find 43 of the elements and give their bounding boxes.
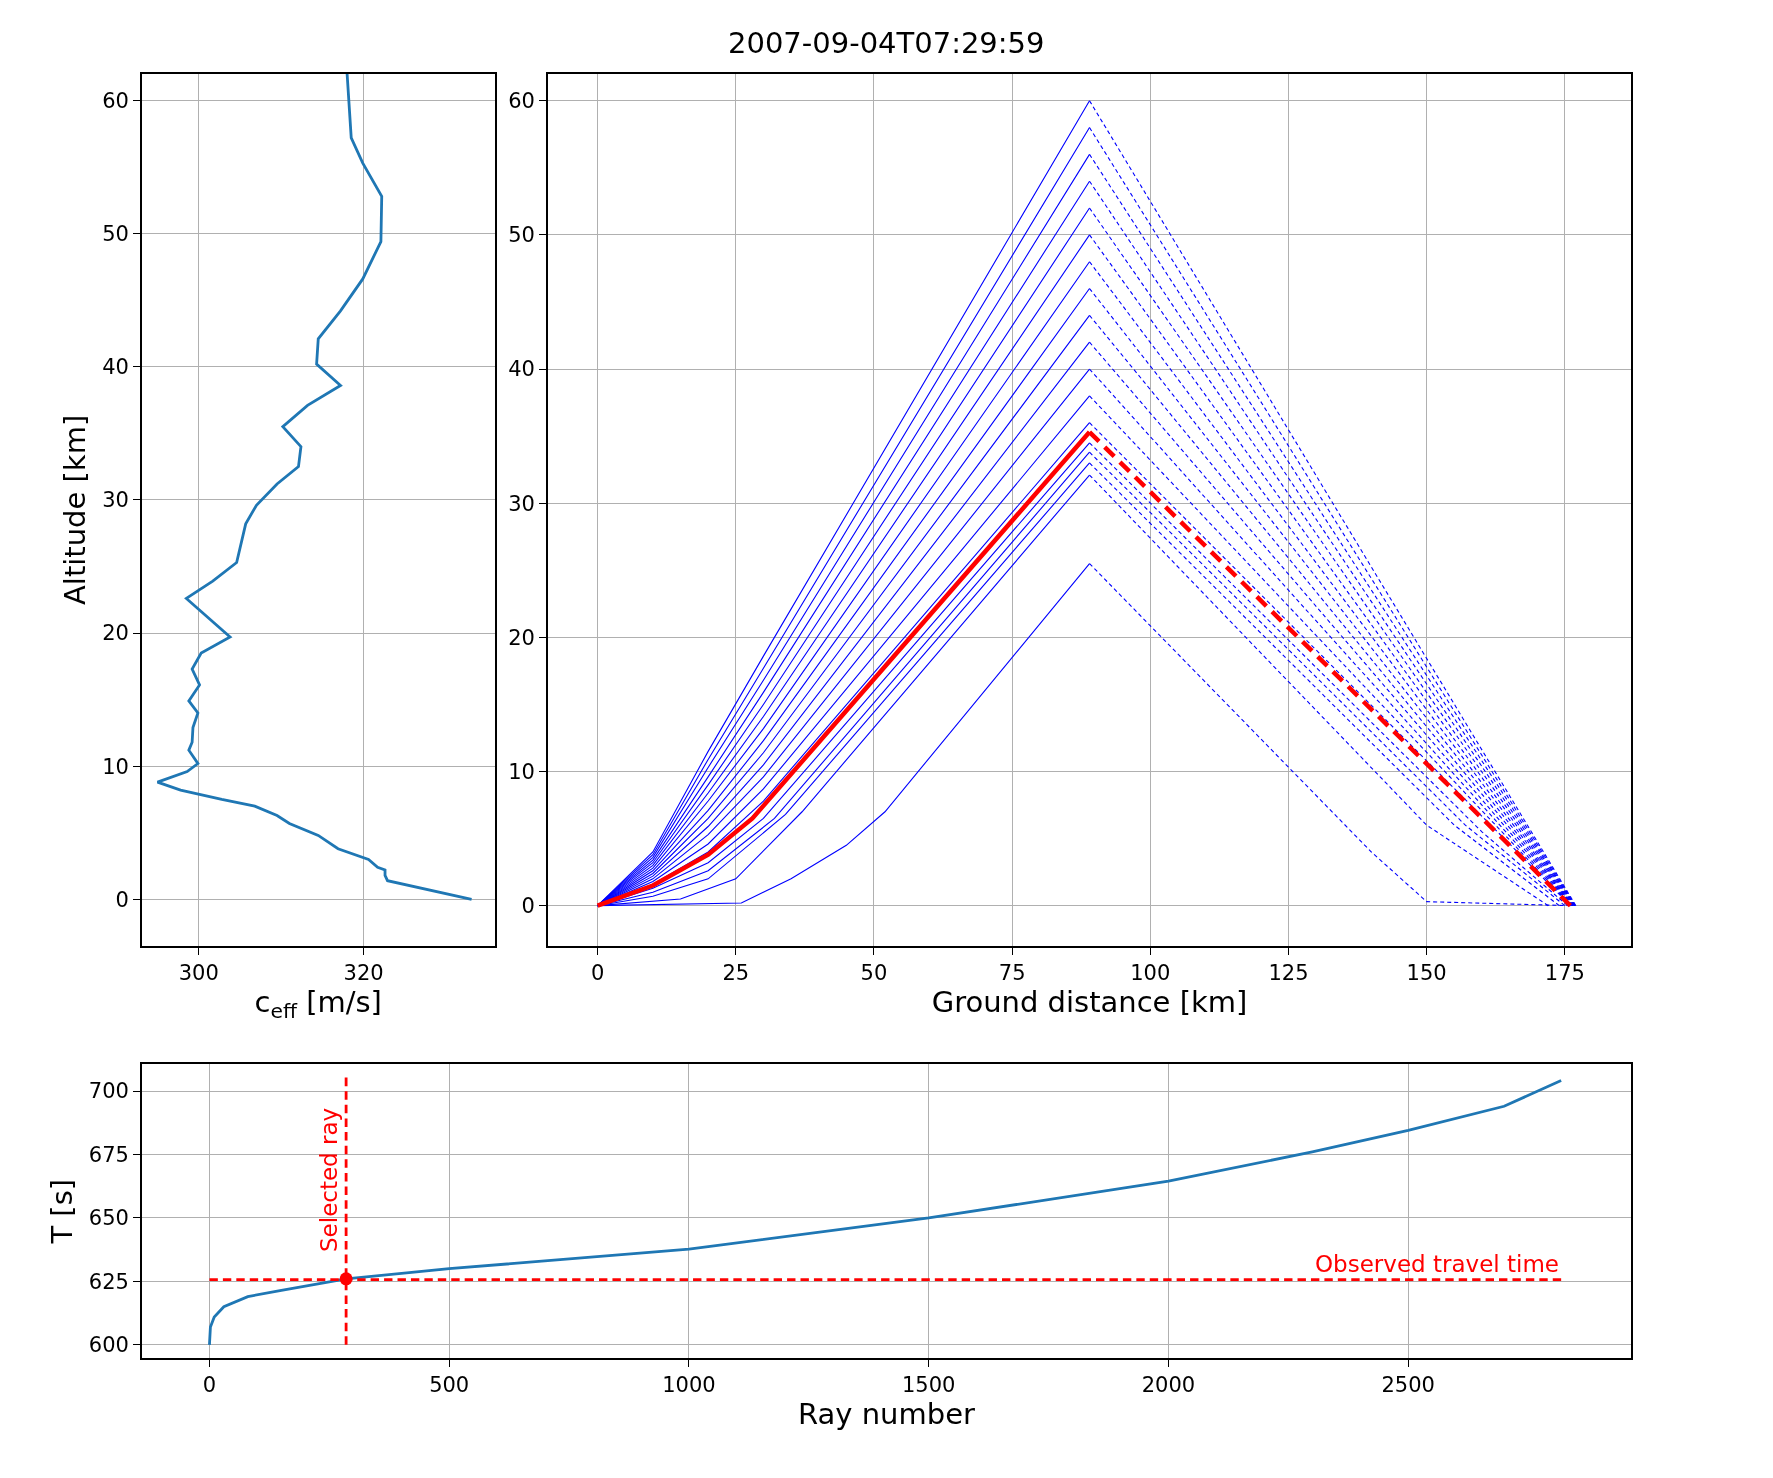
- x-tick-label: 320: [343, 960, 384, 985]
- y-tick-label: 10: [508, 759, 535, 784]
- y-tick-label: 50: [508, 223, 535, 248]
- y-tick-label: 10: [102, 754, 129, 779]
- y-tick-label: 625: [88, 1269, 129, 1294]
- y-tick-label: 40: [102, 355, 129, 380]
- y-tick-label: 60: [508, 89, 535, 114]
- y-tick-label: 20: [102, 621, 129, 646]
- annotation: Observed travel time: [1315, 1251, 1559, 1277]
- chart-title: 2007-09-04T07:29:59: [728, 26, 1045, 60]
- y-axis-title: T [s]: [44, 1178, 79, 1245]
- x-tick-label: 1000: [662, 1373, 716, 1398]
- y-tick-label: 650: [88, 1206, 129, 1231]
- y-tick-label: 700: [88, 1079, 129, 1104]
- x-tick-label: 175: [1544, 960, 1585, 985]
- x-tick-label: 150: [1406, 960, 1447, 985]
- y-tick-label: 600: [88, 1333, 129, 1358]
- y-tick-label: 20: [508, 625, 535, 650]
- x-axis-title: c$_{eff}$ [m/s]: [254, 984, 382, 1023]
- x-tick-label: 1500: [901, 1373, 956, 1398]
- y-tick-label: 30: [508, 491, 535, 516]
- x-tick-label: 0: [590, 960, 605, 985]
- x-tick-label: 0: [202, 1373, 217, 1398]
- y-tick-label: 0: [521, 894, 535, 919]
- x-tick-label: 100: [1130, 960, 1171, 985]
- x-tick-label: 75: [998, 960, 1026, 985]
- y-tick-label: 60: [102, 88, 129, 113]
- annotation: Selected ray: [316, 1107, 343, 1252]
- x-tick-label: 25: [722, 960, 750, 985]
- y-tick-label: 40: [508, 357, 535, 382]
- x-tick-label: 300: [178, 960, 219, 985]
- x-tick-label: 500: [429, 1373, 470, 1398]
- x-tick-label: 2500: [1381, 1373, 1435, 1398]
- y-tick-label: 30: [102, 488, 129, 513]
- y-tick-label: 675: [88, 1142, 129, 1167]
- x-tick-label: 2000: [1141, 1373, 1196, 1398]
- x-tick-label: 125: [1268, 960, 1309, 985]
- x-tick-label: 50: [860, 960, 888, 985]
- y-tick-label: 0: [115, 887, 129, 912]
- x-axis-title: Ground distance [km]: [931, 984, 1248, 1019]
- x-axis-title: Ray number: [798, 1397, 975, 1432]
- y-tick-label: 50: [102, 222, 129, 247]
- y-axis-title: Altitude [km]: [58, 414, 93, 606]
